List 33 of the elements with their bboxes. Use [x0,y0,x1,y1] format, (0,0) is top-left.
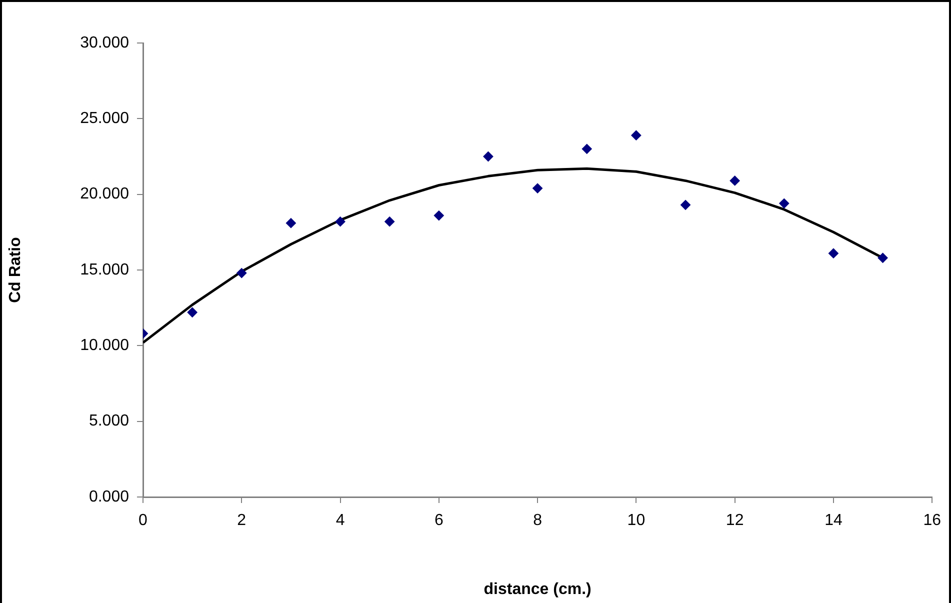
point [680,200,691,210]
x-tick-label: 12 [726,512,744,530]
x-tick-label: 14 [824,512,842,530]
point [187,307,198,318]
y-axis-title: Cd Ratio [7,236,24,303]
x-tick-label: 4 [336,512,345,530]
y-tick-label: 30.000 [80,34,130,52]
point [483,152,494,162]
point [532,183,543,194]
point [434,210,444,221]
point [335,216,346,227]
point [384,216,395,227]
y-tick-label: 0.000 [88,488,130,506]
y-tick-label: 10.000 [80,337,130,354]
point [286,218,296,228]
point [631,130,642,140]
x-tick-label: 10 [627,512,646,530]
y-tick-label: 20.000 [80,186,130,203]
x-tick-label: 8 [533,512,542,530]
x-axis-title: distance (cm.) [484,580,592,598]
point [878,252,888,263]
point [236,268,247,278]
point [828,248,838,258]
y-tick-label: 15.000 [80,261,130,278]
x-tick-label: 0 [138,512,148,530]
y-tick-label: 5.000 [88,412,130,430]
x-tick-label: 16 [923,512,942,530]
x-tick-label: 6 [434,512,444,530]
x-tick-label: 2 [237,512,246,530]
point [730,176,740,186]
y-tick-label: 25.000 [80,110,130,128]
point [779,198,790,208]
point [582,144,592,154]
